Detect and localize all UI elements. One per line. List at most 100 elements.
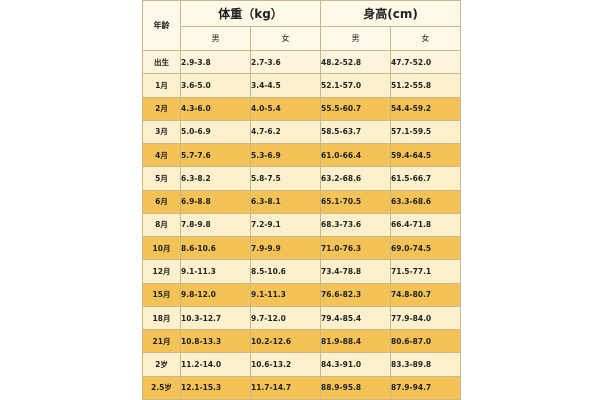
weight-female-cell: 11.7-14.7 (249, 375, 322, 400)
age-cell: 1月 (142, 73, 181, 98)
header-row-sex: 男 女 男 女 (143, 26, 462, 51)
table-row: 3月 5.0-6.9 4.7-6.2 58.5-63.7 57.1-59.5 (142, 119, 462, 145)
table-row: 18月 10.3-12.7 9.7-12.0 79.4-85.4 77.9-84.0 (142, 305, 462, 331)
weight-female-cell: 4.0-5.4 (249, 96, 322, 121)
table-row: 2岁 11.2-14.0 10.6-13.2 84.3-91.0 83.3-89.8 (142, 352, 462, 377)
age-cell: 2.5岁 (142, 375, 181, 400)
weight-male-cell: 10.8-13.3 (180, 329, 251, 354)
age-cell: 15月 (142, 282, 181, 307)
height-male-cell: 58.5-63.7 (320, 119, 392, 145)
height-female-cell: 54.4-59.2 (390, 96, 462, 121)
age-cell: 2岁 (142, 352, 181, 377)
weight-female-header: 女 (249, 26, 322, 51)
height-female-cell: 71.5-77.1 (390, 259, 462, 284)
height-male-cell: 84.3-91.0 (320, 352, 392, 377)
header-row-groups: 年龄 体重（kg） 身高(cm) (142, 0, 462, 51)
age-cell: 3月 (142, 119, 181, 145)
weight-male-cell: 8.6-10.6 (180, 236, 251, 261)
weight-female-cell: 10.6-13.2 (249, 352, 322, 377)
table-row: 12月 9.1-11.3 8.5-10.6 73.4-78.8 71.5-77.1 (142, 259, 462, 284)
height-female-cell: 47.7-52.0 (390, 49, 462, 75)
height-male-cell: 68.3-73.6 (320, 212, 392, 238)
table-row: 15月 9.8-12.0 9.1-11.3 76.6-82.3 74.8-80.7 (142, 282, 462, 307)
table-row: 2.5岁 12.1-15.3 11.7-14.7 88.9-95.8 87.9-94.7 (142, 375, 462, 400)
weight-male-cell: 10.3-12.7 (180, 305, 251, 331)
weight-male-cell: 2.9-3.8 (180, 49, 251, 75)
height-female-header: 女 (390, 26, 462, 51)
height-male-cell: 71.0-76.3 (320, 236, 392, 261)
weight-female-cell: 4.7-6.2 (249, 119, 322, 145)
height-female-cell: 61.5-66.7 (390, 166, 462, 191)
weight-female-cell: 2.7-3.6 (249, 49, 322, 75)
weight-male-cell: 9.8-12.0 (180, 282, 251, 307)
height-female-cell: 87.9-94.7 (390, 375, 462, 400)
table-row: 出生 2.9-3.8 2.7-3.6 48.2-52.8 47.7-52.0 (142, 49, 462, 75)
weight-female-cell: 5.3-6.9 (249, 143, 322, 168)
weight-male-cell: 5.7-7.6 (180, 143, 251, 168)
height-male-cell: 81.9-88.4 (320, 329, 392, 354)
table-row: 4月 5.7-7.6 5.3-6.9 61.0-66.4 59.4-64.5 (142, 143, 462, 168)
weight-female-cell: 8.5-10.6 (249, 259, 322, 284)
height-female-cell: 83.3-89.8 (390, 352, 462, 377)
table-row: 1月 3.6-5.0 3.4-4.5 52.1-57.0 51.2-55.8 (142, 73, 462, 98)
age-cell: 4月 (142, 143, 181, 168)
height-male-cell: 61.0-66.4 (320, 143, 392, 168)
height-male-cell: 63.2-68.6 (320, 166, 392, 191)
age-cell: 8月 (142, 212, 181, 238)
age-cell: 2月 (142, 96, 181, 121)
weight-male-cell: 6.3-8.2 (180, 166, 251, 191)
weight-female-cell: 5.8-7.5 (249, 166, 322, 191)
height-male-cell: 65.1-70.5 (320, 189, 392, 214)
height-female-cell: 59.4-64.5 (390, 143, 462, 168)
table-row: 5月 6.3-8.2 5.8-7.5 63.2-68.6 61.5-66.7 (142, 166, 462, 191)
height-male-cell: 55.5-60.7 (320, 96, 392, 121)
weight-group-header: 体重（kg） (179, 0, 322, 27)
height-male-cell: 48.2-52.8 (320, 49, 392, 75)
height-male-cell: 88.9-95.8 (320, 375, 392, 400)
height-female-cell: 77.9-84.0 (390, 305, 462, 331)
weight-female-cell: 10.2-12.6 (249, 329, 322, 354)
weight-female-cell: 9.1-11.3 (249, 282, 322, 307)
weight-male-cell: 12.1-15.3 (180, 375, 251, 400)
weight-male-cell: 6.9-8.8 (180, 189, 251, 214)
table-row: 10月 8.6-10.6 7.9-9.9 71.0-76.3 69.0-74.5 (142, 236, 462, 261)
table-row: 21月 10.8-13.3 10.2-12.6 81.9-88.4 80.6-87.0 (142, 329, 462, 354)
growth-standard-table: 年龄 体重（kg） 身高(cm) 男 女 男 女 出生 2.9-3.8 2.7-3.… (142, 0, 462, 400)
weight-male-cell: 4.3-6.0 (180, 96, 251, 121)
height-female-cell: 57.1-59.5 (390, 119, 462, 145)
age-cell: 21月 (142, 329, 181, 354)
height-female-cell: 66.4-71.8 (390, 212, 462, 238)
age-cell: 18月 (142, 305, 181, 331)
table-row: 2月 4.3-6.0 4.0-5.4 55.5-60.7 54.4-59.2 (142, 96, 462, 121)
weight-male-cell: 5.0-6.9 (180, 119, 251, 145)
weight-female-cell: 3.4-4.5 (249, 73, 322, 98)
weight-male-cell: 9.1-11.3 (180, 259, 251, 284)
height-male-cell: 79.4-85.4 (320, 305, 392, 331)
table-row: 8月 7.8-9.8 7.2-9.1 68.3-73.6 66.4-71.8 (142, 212, 462, 238)
height-male-cell: 52.1-57.0 (320, 73, 392, 98)
table-row: 6月 6.9-8.8 6.3-8.1 65.1-70.5 63.3-68.6 (142, 189, 462, 214)
height-female-cell: 51.2-55.8 (390, 73, 462, 98)
age-cell: 5月 (142, 166, 181, 191)
height-group-header: 身高(cm) (320, 0, 462, 27)
height-male-header: 男 (320, 26, 392, 51)
table-body: 出生 2.9-3.8 2.7-3.6 48.2-52.8 47.7-52.0 1月 3.6-… (142, 49, 462, 400)
age-cell: 10月 (142, 236, 181, 261)
height-female-cell: 74.8-80.7 (390, 282, 462, 307)
weight-male-cell: 7.8-9.8 (180, 212, 251, 238)
weight-female-cell: 7.2-9.1 (249, 212, 322, 238)
age-cell: 12月 (142, 259, 181, 284)
weight-female-cell: 9.7-12.0 (249, 305, 322, 331)
height-female-cell: 63.3-68.6 (390, 189, 462, 214)
height-male-cell: 73.4-78.8 (320, 259, 392, 284)
age-cell: 6月 (142, 189, 181, 214)
height-female-cell: 80.6-87.0 (390, 329, 462, 354)
height-male-cell: 76.6-82.3 (320, 282, 392, 307)
weight-female-cell: 7.9-9.9 (249, 236, 322, 261)
age-cell: 出生 (142, 49, 181, 75)
weight-male-cell: 3.6-5.0 (180, 73, 251, 98)
weight-male-header: 男 (180, 26, 251, 51)
height-female-cell: 69.0-74.5 (390, 236, 462, 261)
weight-male-cell: 11.2-14.0 (180, 352, 251, 377)
age-column-header: 年龄 (142, 0, 181, 51)
